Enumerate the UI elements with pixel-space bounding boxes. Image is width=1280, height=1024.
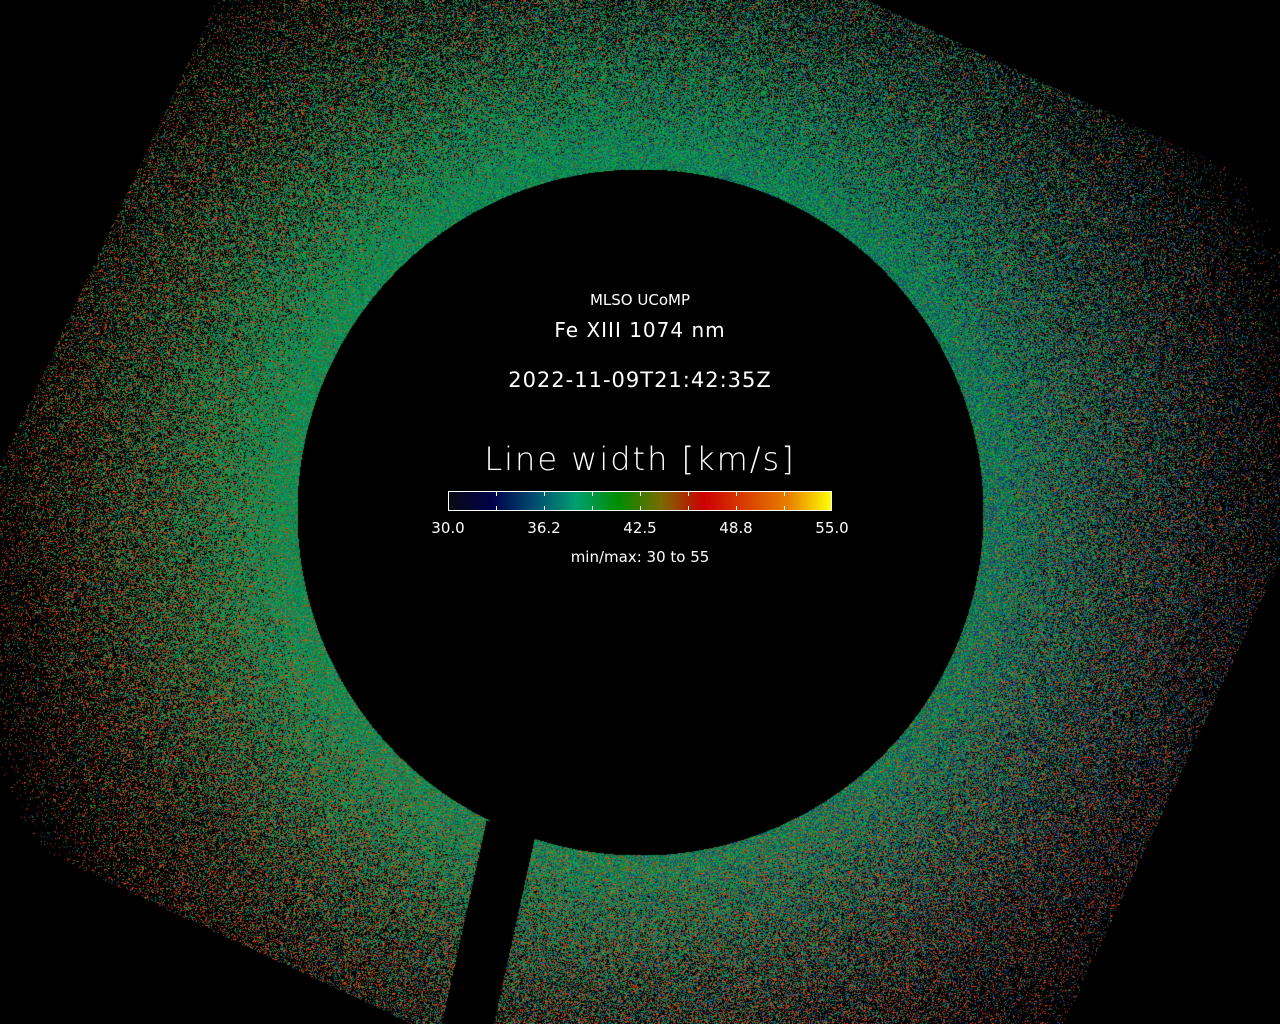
colorbar-tick-label: 36.2 — [514, 519, 574, 537]
minmax-label: min/max: 30 to 55 — [0, 548, 1280, 566]
colorbar-tick — [736, 492, 737, 496]
colorbar-tick — [736, 506, 737, 510]
colorbar-tick — [688, 492, 689, 496]
colorbar-tick — [784, 506, 785, 510]
colorbar-tick — [496, 506, 497, 510]
colorbar-tick — [640, 506, 641, 510]
colorbar-tick-label: 48.8 — [706, 519, 766, 537]
timestamp-label: 2022-11-09T21:42:35Z — [0, 368, 1280, 392]
colorbar-tick — [784, 492, 785, 496]
colorbar-tick — [496, 492, 497, 496]
colorbar-tick-label: 42.5 — [610, 519, 670, 537]
colorbar-tick-label: 30.0 — [418, 519, 478, 537]
colorbar — [448, 491, 832, 511]
spectral-line-label: Fe XIII 1074 nm — [0, 318, 1280, 342]
colorbar-tick — [544, 506, 545, 510]
colorbar-tick — [640, 492, 641, 496]
ucomp-line-width-image: MLSO UCoMP Fe XIII 1074 nm 2022-11-09T21… — [0, 0, 1280, 1024]
colorbar-tick — [592, 492, 593, 496]
colorbar-tick-label: 55.0 — [802, 519, 862, 537]
corona-image — [0, 0, 1280, 1024]
observatory-label: MLSO UCoMP — [0, 291, 1280, 309]
colorbar-tick — [592, 506, 593, 510]
colorbar-tick — [544, 492, 545, 496]
colorbar-title: Line width [km/s] — [0, 440, 1280, 478]
colorbar-tick — [688, 506, 689, 510]
